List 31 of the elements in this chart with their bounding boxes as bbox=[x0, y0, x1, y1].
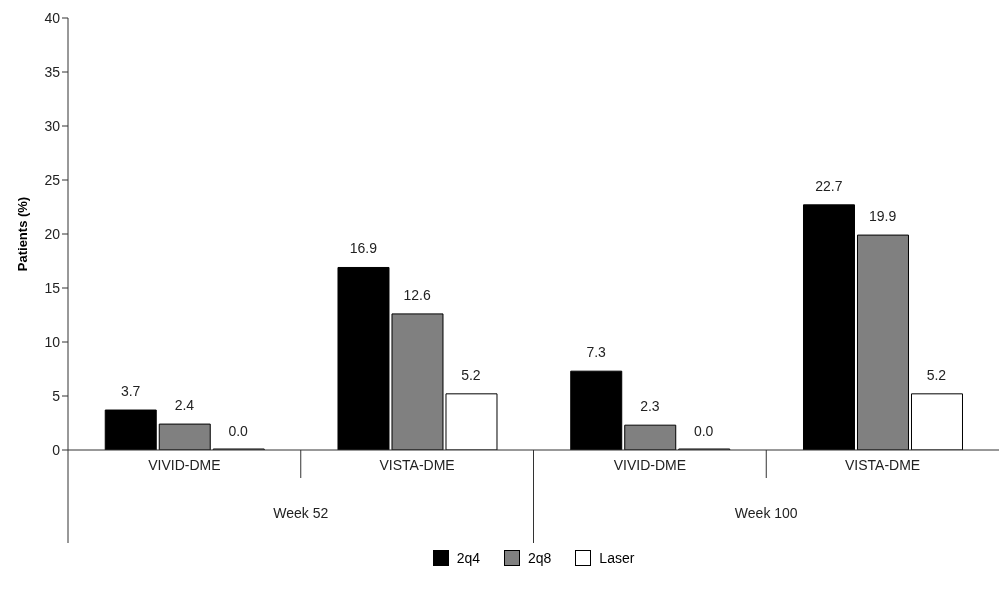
data-label: 12.6 bbox=[403, 286, 431, 303]
data-label: 7.3 bbox=[586, 344, 607, 361]
text: Week 100 bbox=[734, 505, 798, 521]
data-label: 16.9 bbox=[349, 240, 378, 257]
data-label: 0.0 bbox=[228, 423, 249, 439]
x-tick-label: VISTA-DME bbox=[379, 457, 455, 473]
data-label: 19.9 bbox=[869, 208, 897, 225]
y-tick-label: 10 bbox=[44, 333, 61, 350]
y-tick-label: 15 bbox=[44, 279, 61, 296]
text: Week 52 bbox=[273, 505, 329, 521]
y-tick-label: 25 bbox=[44, 171, 61, 188]
data-label: 5.2 bbox=[926, 366, 947, 383]
legend-label: 2q4 bbox=[455, 550, 480, 566]
y-tick-label: 5 bbox=[52, 387, 61, 404]
data-label: 0.0 bbox=[693, 423, 714, 439]
y-tick-label: 0 bbox=[52, 441, 61, 458]
y-tick-label: 20 bbox=[44, 225, 61, 242]
data-label: 3.7 bbox=[120, 383, 141, 400]
x-tick-label: VIVID-DME bbox=[613, 457, 687, 473]
legend-label: 2q8 bbox=[527, 550, 552, 566]
data-label: 2.3 bbox=[640, 398, 660, 415]
legend-label: Laser bbox=[598, 550, 635, 566]
x-tick-label: VIVID-DME bbox=[148, 457, 221, 473]
y-axis-title: Patients (%) bbox=[14, 196, 30, 272]
y-tick-label: 35 bbox=[44, 63, 61, 80]
x-tick-label: VISTA-DME bbox=[845, 457, 921, 473]
data-label: 22.7 bbox=[815, 177, 843, 194]
data-label: 2.4 bbox=[174, 397, 195, 414]
data-label: 5.2 bbox=[461, 366, 481, 383]
y-tick-label: 40 bbox=[44, 9, 61, 26]
y-tick-label: 30 bbox=[44, 117, 61, 134]
